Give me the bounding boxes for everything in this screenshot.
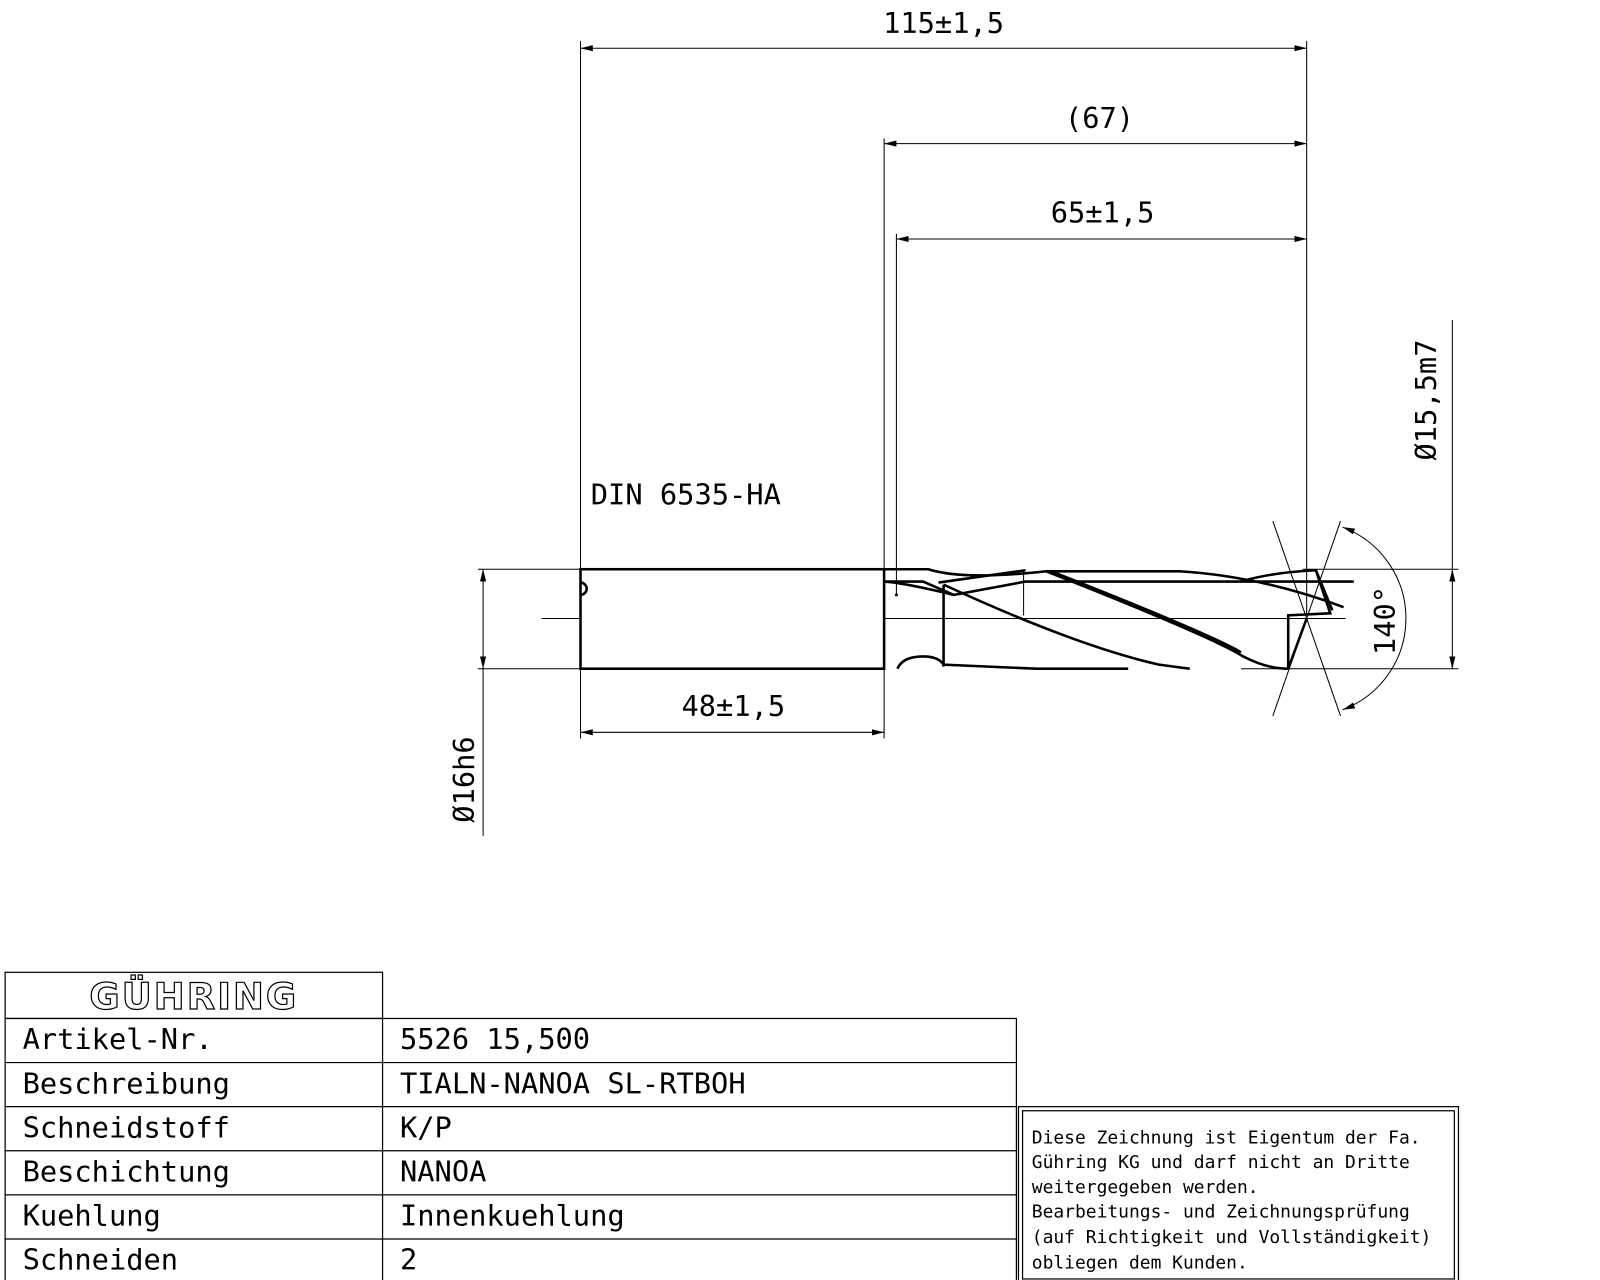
dim-shank-diameter: Ø16h6: [447, 736, 481, 822]
dim-flute-length: 65±1,5: [1051, 196, 1155, 230]
notice-line: Diese Zeichnung ist Eigentum der Fa.: [1032, 1128, 1421, 1149]
dim-overall-length: 115±1,5: [883, 6, 1004, 40]
row-label: Artikel-Nr.: [23, 1022, 213, 1056]
standard-label: DIN 6535-HA: [591, 478, 781, 512]
dimension-lines: [477, 41, 1459, 836]
ownership-notice: Diese Zeichnung ist Eigentum der Fa. Güh…: [1017, 1106, 1460, 1280]
title-block: GÜHRING Artikel-Nr. 5526 15,500 Beschrei…: [4, 971, 1018, 1280]
row-label: Schneiden: [23, 1243, 179, 1277]
notice-line: weitergegeben werden.: [1032, 1177, 1259, 1198]
row-label: Kuehlung: [23, 1199, 161, 1233]
row-value: 5526 15,500: [400, 1022, 590, 1056]
row-label: Schneidstoff: [23, 1110, 230, 1144]
drill-outline: [579, 567, 1354, 670]
row-label: Beschreibung: [23, 1066, 230, 1100]
row-value: K/P: [400, 1110, 452, 1144]
dim-flute-reference: (67): [1065, 101, 1134, 135]
guehring-logo: GÜHRING: [89, 974, 298, 1018]
notice-line: obliegen dem Kunden.: [1032, 1253, 1248, 1274]
row-value: TIALN-NANOA SL-RTBOH: [400, 1066, 746, 1100]
notice-line: Bearbeitungs- und Zeichnungsprüfung: [1032, 1201, 1410, 1222]
row-label: Beschichtung: [23, 1155, 230, 1189]
dim-point-angle: 140°: [1368, 586, 1402, 655]
notice-line: Gühring KG und darf nicht an Dritte: [1032, 1152, 1410, 1173]
dim-shank-length: 48±1,5: [681, 689, 785, 723]
row-value: Innenkuehlung: [400, 1199, 625, 1233]
row-value: 2: [400, 1243, 417, 1277]
notice-line: (auf Richtigkeit und Vollständigkeit): [1032, 1227, 1432, 1248]
row-value: NANOA: [400, 1155, 486, 1189]
dim-cutting-diameter: Ø15,5m7: [1409, 340, 1443, 461]
